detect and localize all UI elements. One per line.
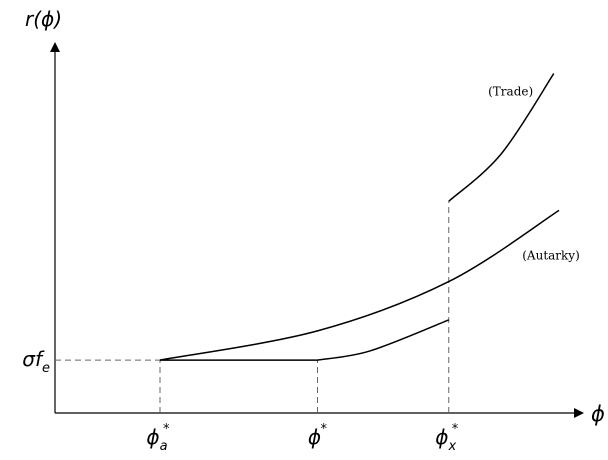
x-tick-label-1: ϕa — [146, 425, 167, 454]
y-tick-label-1-symbol: σf — [22, 347, 45, 371]
series-trade-line-2 — [317, 319, 450, 361]
x-tick-label-1-symbol: ϕ — [146, 425, 159, 449]
y-tick-label-1: σfe — [22, 347, 50, 376]
x-tick-label-2-symbol: ϕ — [308, 425, 321, 449]
x-tick-label-1-subscript: a — [160, 439, 168, 454]
y-tick-label-1-subscript: e — [42, 361, 50, 376]
x-tick-label-2: ϕ — [308, 425, 321, 449]
series-trade-line-3 — [448, 73, 555, 202]
x-tick-label-3-symbol: ϕ — [435, 425, 448, 449]
series-layer — [159, 73, 560, 361]
axes: ϕ r(ϕ) — [25, 7, 605, 426]
annotations: (Trade) (Autarky) — [488, 84, 580, 262]
y-axis-label: r(ϕ) — [25, 7, 62, 31]
x-tick-label-3-subscript: x — [448, 439, 457, 454]
x-tick-label-3-superscript: * — [452, 422, 459, 437]
x-tick-label-2-superscript: * — [321, 422, 328, 437]
tick-labels: ϕa* ϕ * ϕx*σfe — [22, 347, 458, 454]
x-tick-label-1-superscript: * — [163, 422, 170, 437]
x-axis-label: ϕ — [591, 402, 605, 426]
annotation-autarky: (Autarky) — [522, 249, 580, 263]
x-tick-label-3: ϕx — [435, 425, 456, 454]
series-autarky-line-1 — [159, 209, 560, 361]
annotation-trade: (Trade) — [488, 84, 533, 98]
